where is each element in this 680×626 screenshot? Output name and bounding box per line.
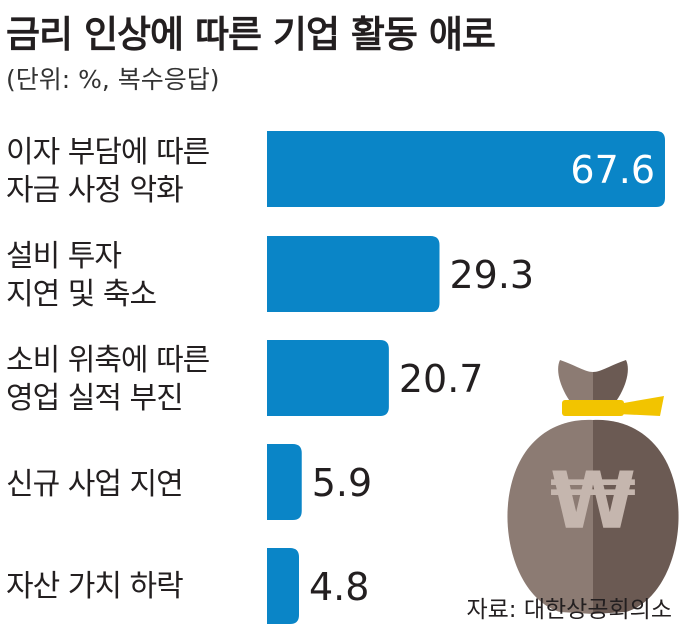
bar-1 [267,236,440,312]
category-label-2: 소비 위축에 따른 영업 실적 부진 [6,343,210,416]
value-label-1: 29.3 [450,253,535,297]
bar-3 [267,444,302,520]
won-symbol-icon: ₩ [550,457,636,547]
money-bag-left [507,419,593,614]
category-label-4: 자산 가치 하락 [6,569,184,604]
money-bag-tie [562,400,624,416]
bar-2 [267,340,389,416]
category-label-1: 설비 투자 지연 및 축소 [6,239,157,312]
money-bag-neck-right [593,360,628,408]
value-label-2: 20.7 [399,357,484,401]
value-label-0: 67.6 [570,148,655,192]
category-label-3: 신규 사업 지연 [6,467,184,502]
chart-title: 금리 인상에 따른 기업 활동 애로 [6,13,496,56]
money-bag-neck-left [558,360,593,408]
category-label-0: 이자 부담에 따른 자금 사정 악화 [6,135,210,208]
value-label-4: 4.8 [309,565,369,609]
source-note: 자료: 대한상공회의소 [466,597,672,623]
bar-4 [267,548,299,624]
money-bag-icon: ₩ [507,360,679,614]
money-bag-tie-tail [618,396,664,416]
value-label-3: 5.9 [312,461,372,505]
money-bag-right [593,419,679,614]
chart-unit: (단위: %, 복수응답) [6,65,220,94]
bar-0 [267,131,665,207]
